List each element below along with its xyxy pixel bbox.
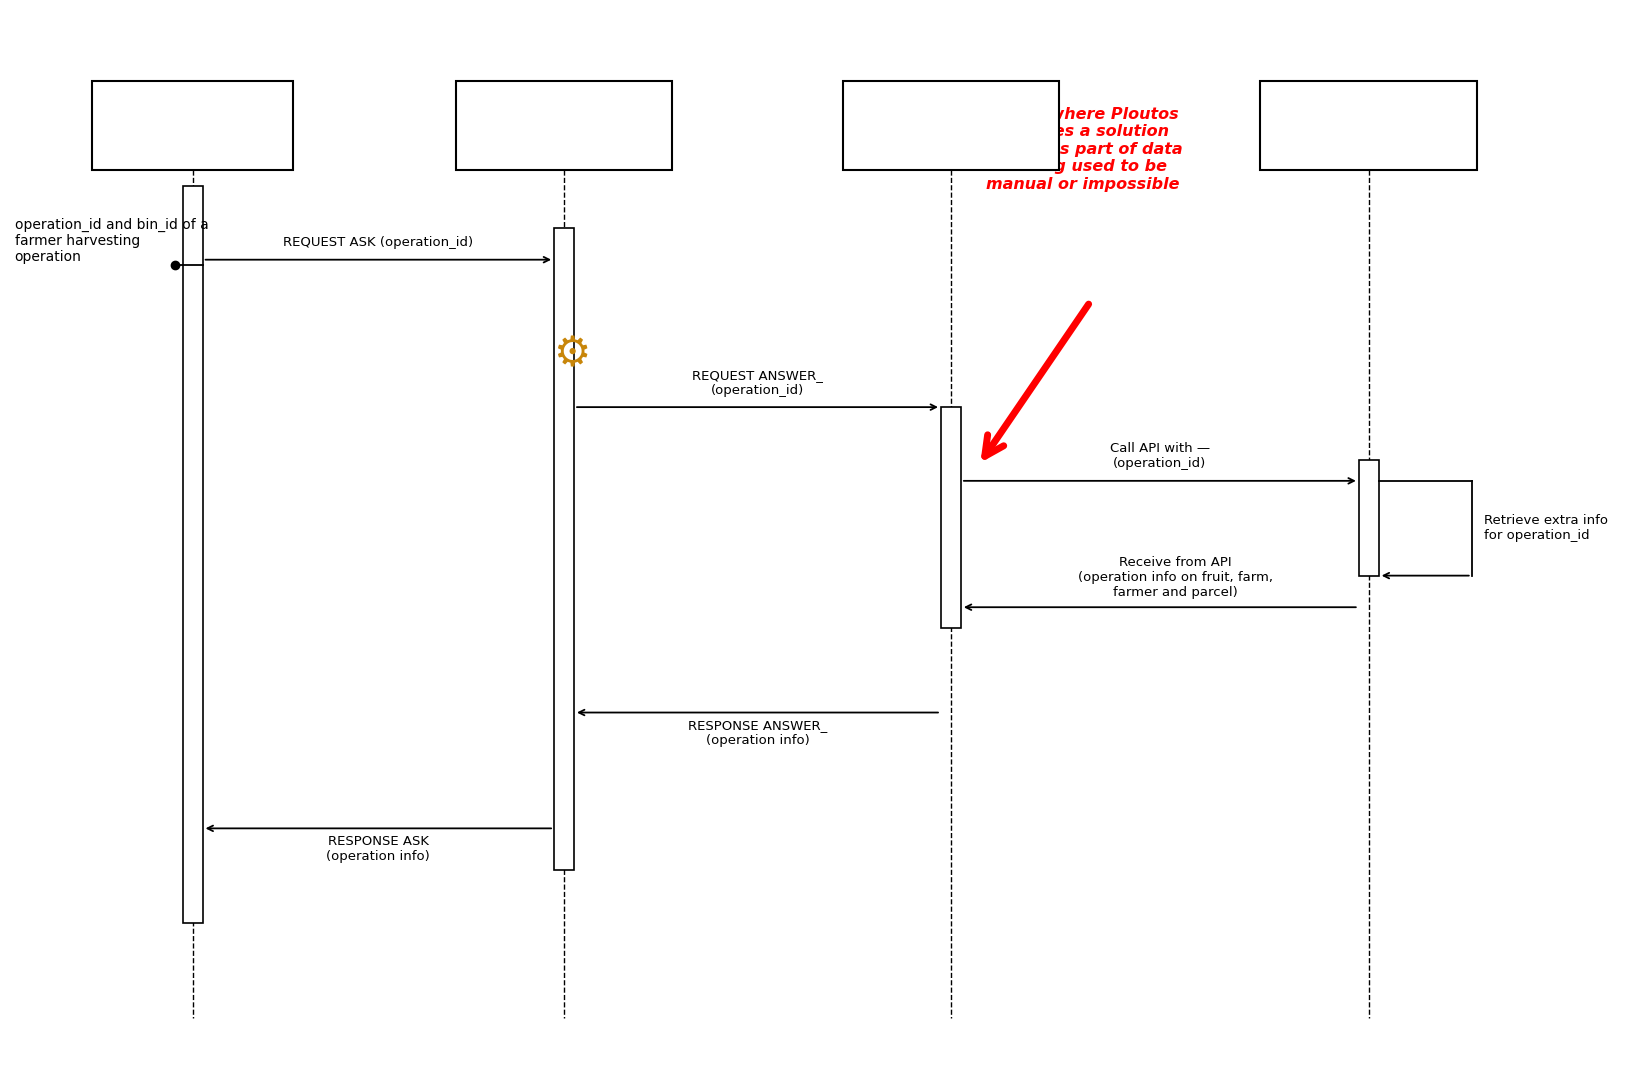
Text: ⚙: ⚙ <box>554 334 591 376</box>
Bar <box>843 81 1060 170</box>
Text: Retrieve extra info
for operation_id: Retrieve extra info for operation_id <box>1485 514 1608 542</box>
Text: Call API with —
(operation_id): Call API with — (operation_id) <box>1110 443 1210 471</box>
Bar <box>554 228 575 871</box>
Text: Traceability
app: Traceability app <box>138 106 247 145</box>
Bar <box>1359 460 1379 575</box>
Text: GaiaSense PIE: GaiaSense PIE <box>884 116 1018 134</box>
Text: Traceability app
PIE: Traceability app PIE <box>490 106 638 145</box>
Bar <box>456 81 672 170</box>
Bar <box>1260 81 1477 170</box>
Text: REQUEST ASK (operation_id): REQUEST ASK (operation_id) <box>283 236 474 250</box>
Text: RESPONSE ANSWER_
(operation info): RESPONSE ANSWER_ (operation info) <box>689 719 827 747</box>
Text: GaiaSense
Knowledge Base: GaiaSense Knowledge Base <box>1291 106 1446 145</box>
Text: REQUEST ANSWER_
(operation_id): REQUEST ANSWER_ (operation_id) <box>692 368 822 397</box>
Text: This is where Ploutos
provides a solution
since this part of data
sharing used t: This is where Ploutos provides a solutio… <box>983 107 1182 192</box>
Bar <box>182 186 204 923</box>
Bar <box>93 81 293 170</box>
Text: RESPONSE ASK
(operation info): RESPONSE ASK (operation info) <box>327 834 430 863</box>
Bar <box>941 408 961 628</box>
Text: Receive from API
(operation info on fruit, farm,
farmer and parcel): Receive from API (operation info on frui… <box>1078 556 1273 599</box>
Text: operation_id and bin_id of a
farmer harvesting
operation: operation_id and bin_id of a farmer harv… <box>15 218 208 265</box>
